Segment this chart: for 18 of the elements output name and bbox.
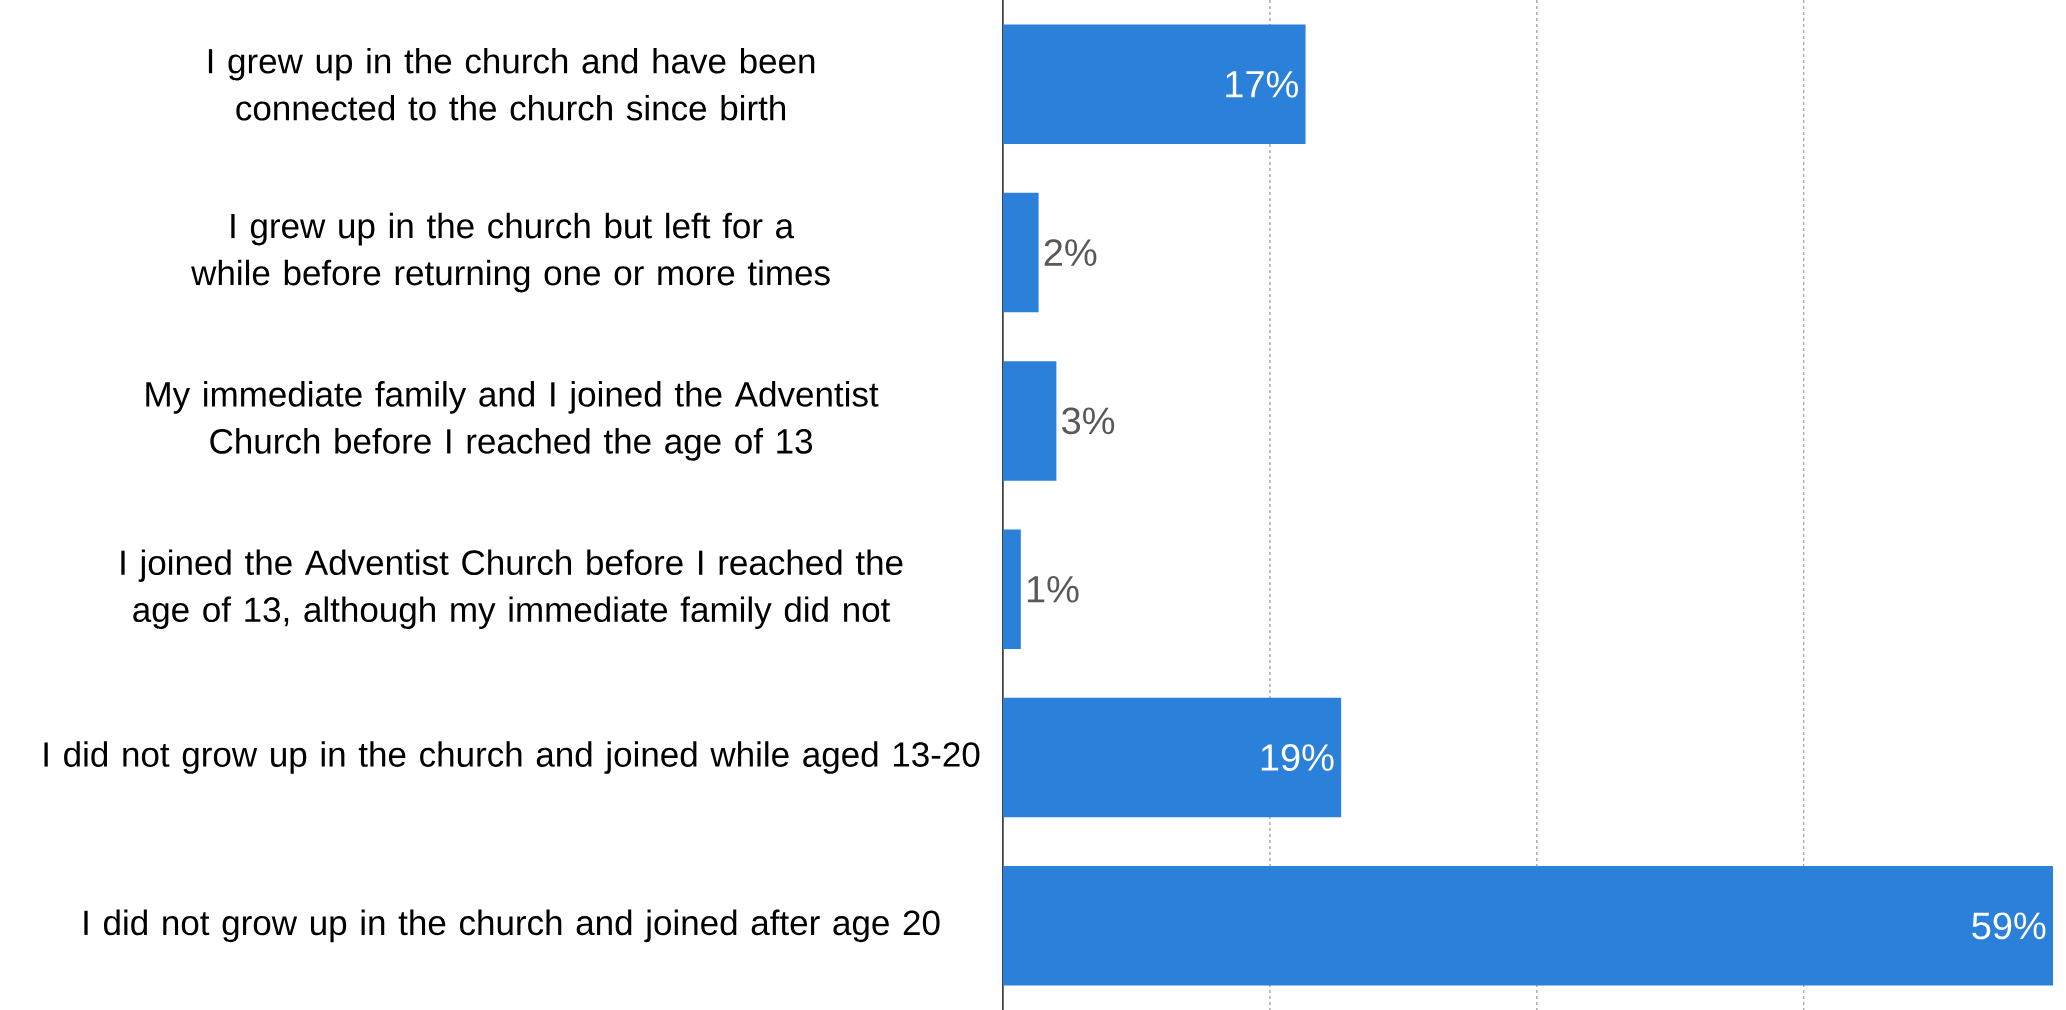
bar [1003,866,2053,986]
y-tick-label: I joined the Adventist Church before I reached the age of 13, although my immediate family did not [121,549,903,630]
data-label: 19% [1261,744,1334,771]
y-tick-label: I did not grow up in the church and joined while aged 13-20 [44,741,980,774]
data-label: 1% [1027,575,1079,603]
bar [1003,24,1306,145]
y-tick-label: I grew up in the church but left for a while before returning one or more times [191,212,830,293]
y-tick-label: I grew up in the church and have been connected to the church since birth [208,47,815,121]
data-label: 59% [1972,912,2046,940]
data-label: 17% [1226,70,1298,98]
bar [1003,529,1021,649]
data-label: 3% [1062,407,1115,435]
y-tick-label: I did not grow up in the church and joined after age 20 [84,909,940,943]
data-label: 2% [1044,239,1097,266]
y-tick-label: My immediate family and I joined the Adventist Church before I reached the age of 13 [146,381,879,461]
bar [1003,361,1057,481]
bar [1003,192,1039,313]
bar [1003,697,1342,818]
